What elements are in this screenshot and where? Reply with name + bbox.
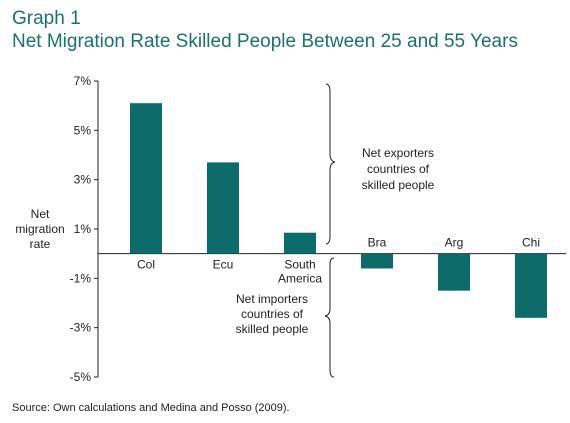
y-tick-label: 5% (74, 123, 92, 137)
y-axis-label: rate (30, 237, 51, 251)
bar (130, 103, 162, 254)
category-label: Col (137, 258, 155, 272)
y-tick-label: 1% (74, 222, 92, 236)
y-axis-label: migration (15, 222, 64, 236)
chart-title: Graph 1 (12, 8, 81, 29)
importers-annotation: Net importers (236, 292, 308, 306)
source-note: Source: Own calculations and Medina and … (12, 402, 290, 414)
category-label: Ecu (213, 258, 234, 272)
bar (438, 253, 470, 291)
exporters-annotation: Net exporters (362, 146, 434, 160)
category-label: Chi (522, 236, 540, 250)
y-tick-label: 3% (74, 173, 92, 187)
bar (361, 253, 393, 269)
bar (207, 162, 239, 254)
exporters-brace (325, 83, 336, 245)
exporters-annotation: countries of (367, 162, 430, 176)
chart-subtitle: Net Migration Rate Skilled People Betwee… (12, 31, 518, 52)
category-label: America (278, 272, 322, 286)
y-tick-label: 7% (74, 74, 92, 88)
category-label: Arg (445, 236, 464, 250)
exporters-annotation: skilled people (362, 178, 435, 192)
importers-annotation: countries of (241, 307, 304, 321)
y-tick-label: -3% (70, 321, 92, 335)
importers-annotation: skilled people (236, 322, 309, 336)
category-label: South (284, 258, 315, 272)
bar (515, 253, 547, 318)
importers-brace (324, 257, 335, 378)
category-label: Bra (368, 236, 387, 250)
y-axis-label: Net (31, 207, 50, 221)
bar (284, 232, 316, 254)
y-tick-label: -5% (70, 370, 92, 384)
y-tick-label: -1% (70, 271, 92, 285)
